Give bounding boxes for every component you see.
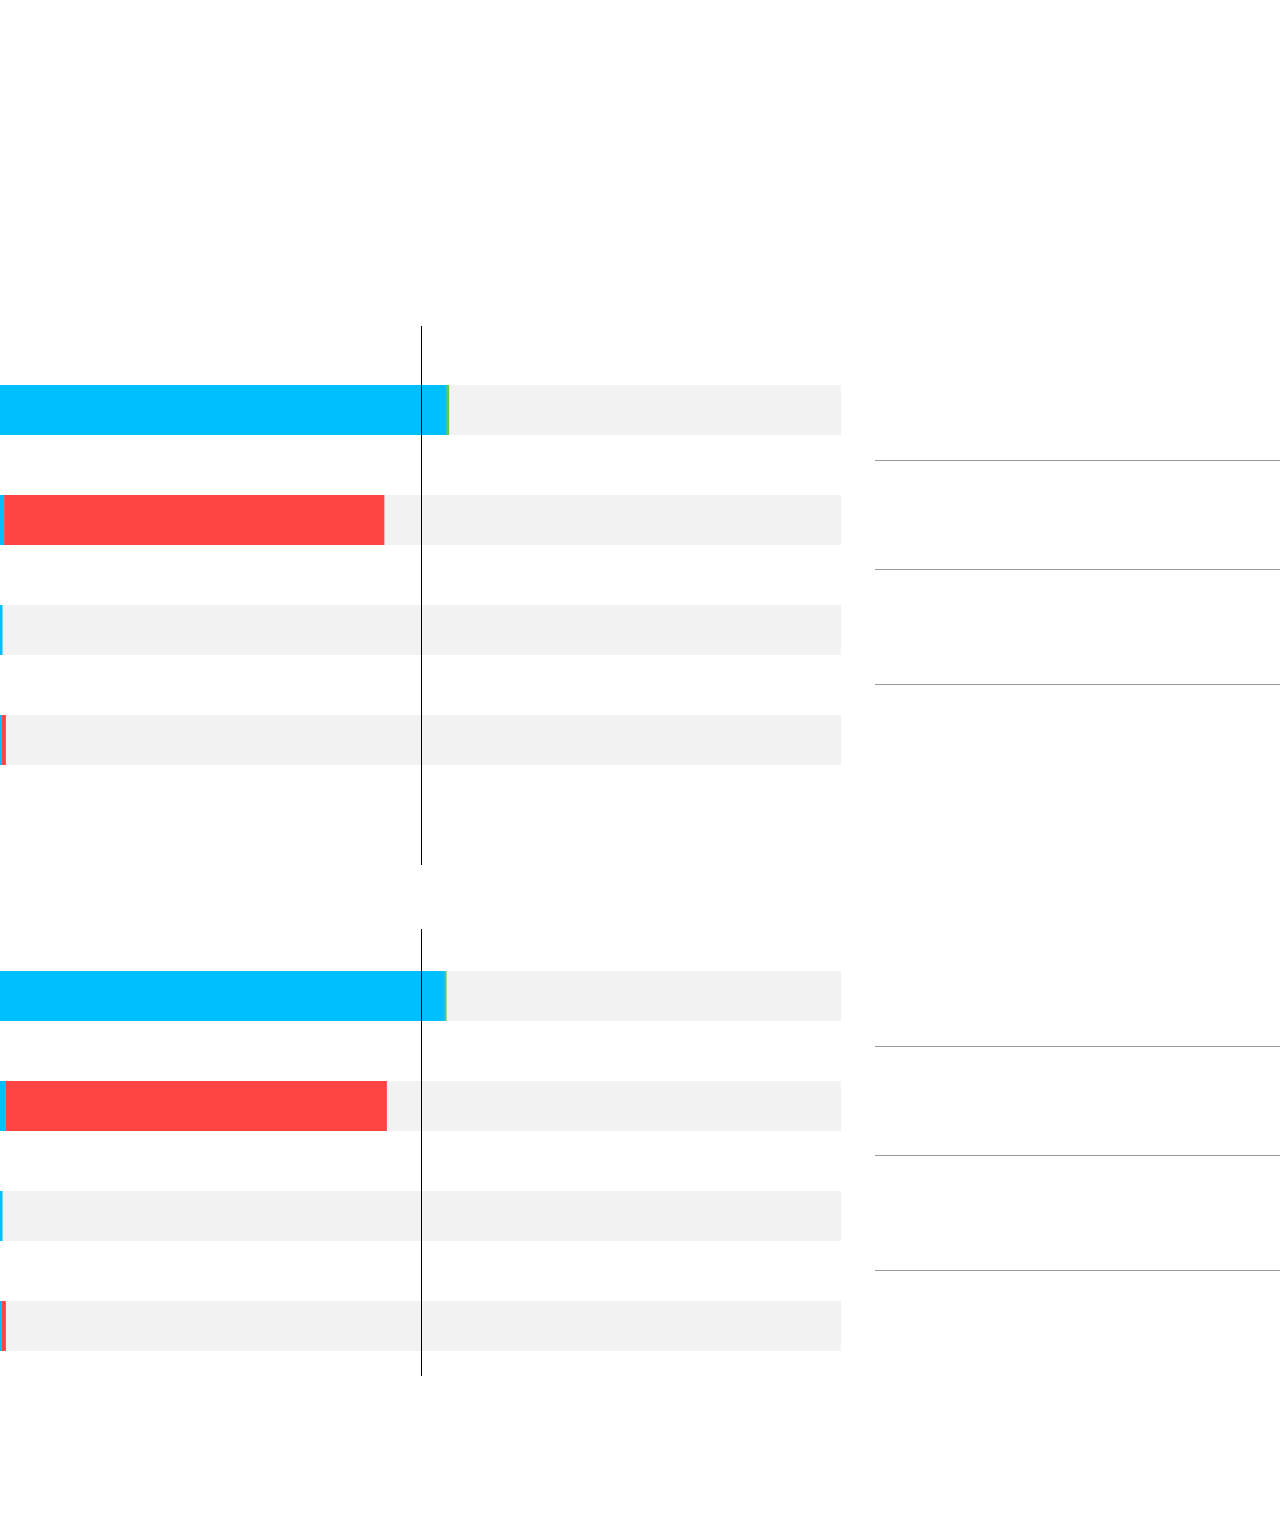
bar-segment: [0, 495, 5, 545]
bar-segment: [0, 1191, 3, 1241]
bar-segment: [0, 385, 447, 435]
bar-track: [0, 1301, 841, 1351]
bar-track: [0, 1191, 841, 1241]
bar-segment: [446, 385, 450, 435]
bar-segment: [1, 1301, 6, 1351]
bar-segment: [0, 715, 2, 765]
bar-segment: [0, 1301, 2, 1351]
bar-segment: [0, 605, 3, 655]
bar-track: [0, 715, 841, 765]
bar-segment: [4, 495, 385, 545]
bar-segment: [0, 1081, 6, 1131]
bar-segment: [0, 971, 445, 1021]
bar-segment: [5, 1081, 387, 1131]
bar-segment: [444, 971, 447, 1021]
bar-segment: [1, 715, 6, 765]
bar-track: [0, 605, 841, 655]
